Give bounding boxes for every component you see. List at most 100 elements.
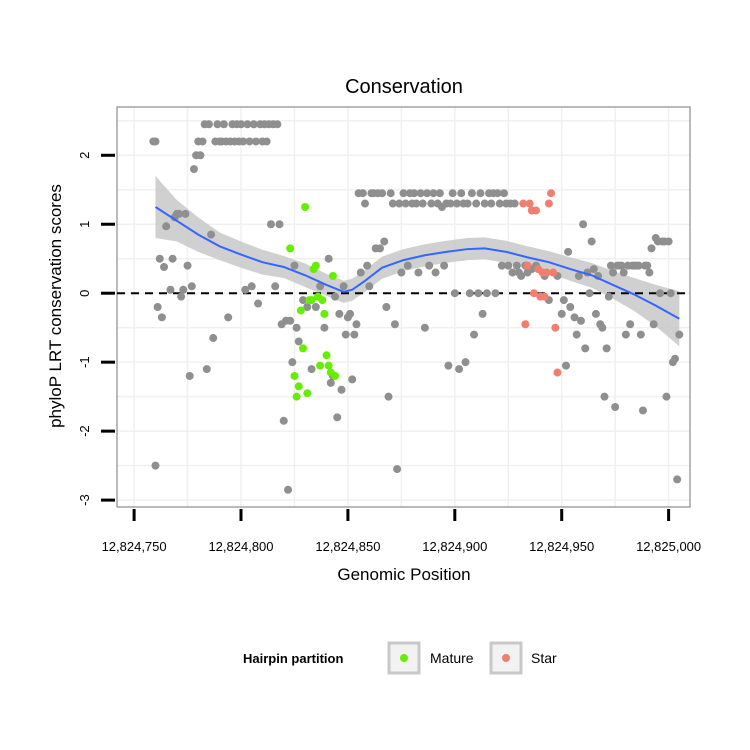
point-other xyxy=(168,254,177,263)
point-other xyxy=(393,465,402,474)
point-other xyxy=(292,323,301,332)
point-other xyxy=(204,120,213,129)
point-other xyxy=(617,261,626,270)
point-other xyxy=(491,289,500,298)
point-other xyxy=(375,244,384,253)
point-star xyxy=(544,199,553,208)
point-other xyxy=(157,313,166,322)
point-other xyxy=(609,268,618,277)
point-other xyxy=(480,199,489,208)
point-other xyxy=(457,189,466,198)
point-mature xyxy=(318,296,327,305)
point-other xyxy=(286,316,295,325)
legend: Hairpin partition Mature Star xyxy=(243,641,557,675)
y-tick-label: 2 xyxy=(77,152,92,159)
point-other xyxy=(239,137,248,146)
point-other xyxy=(673,475,682,484)
point-other xyxy=(431,268,440,277)
point-other xyxy=(290,261,299,270)
point-other xyxy=(266,220,275,229)
point-other xyxy=(271,282,280,291)
legend-label-star: Star xyxy=(531,650,557,666)
point-other xyxy=(335,309,344,318)
point-other xyxy=(160,263,169,271)
point-other xyxy=(561,361,570,370)
point-other xyxy=(166,285,175,294)
point-other xyxy=(254,299,263,308)
point-other xyxy=(337,385,346,394)
point-other xyxy=(401,199,410,208)
point-mature xyxy=(292,392,301,401)
point-mature xyxy=(324,361,333,370)
point-other xyxy=(397,268,406,277)
point-mature xyxy=(311,261,320,270)
point-other xyxy=(461,358,470,367)
y-tick-label: 0 xyxy=(77,290,92,297)
chart-title: Conservation xyxy=(345,76,463,98)
point-other xyxy=(666,289,675,298)
point-other xyxy=(181,209,190,218)
point-other xyxy=(570,313,579,322)
point-mature xyxy=(286,244,295,253)
point-other xyxy=(664,237,673,246)
point-other xyxy=(288,358,297,367)
point-other xyxy=(675,330,684,339)
point-other xyxy=(587,237,596,246)
point-star xyxy=(549,268,558,277)
point-other xyxy=(316,282,325,291)
point-other xyxy=(198,137,207,146)
point-other xyxy=(247,282,256,291)
point-other xyxy=(463,199,472,208)
point-other xyxy=(151,137,160,146)
point-other xyxy=(493,189,502,198)
point-other xyxy=(450,289,459,298)
point-other xyxy=(241,285,250,294)
point-other xyxy=(326,378,335,387)
point-other xyxy=(399,189,408,198)
point-other xyxy=(245,137,254,146)
point-other xyxy=(671,354,680,363)
point-other xyxy=(600,392,609,401)
point-other xyxy=(196,151,205,160)
point-other xyxy=(384,392,393,401)
point-other xyxy=(591,309,600,318)
point-other xyxy=(382,303,391,311)
x-tick-label: 12,824,950 xyxy=(529,539,594,554)
x-tick-label: 12,824,850 xyxy=(315,539,380,554)
points-other xyxy=(149,120,684,494)
point-other xyxy=(348,375,357,384)
point-other xyxy=(386,189,395,198)
point-star xyxy=(547,189,556,198)
point-other xyxy=(634,261,643,270)
point-other xyxy=(185,371,194,380)
point-other xyxy=(202,365,211,374)
point-star xyxy=(529,289,538,298)
point-other xyxy=(662,392,671,401)
point-other xyxy=(320,323,329,332)
point-mature xyxy=(328,271,337,280)
point-other xyxy=(606,261,615,270)
point-mature xyxy=(301,203,310,211)
point-mature xyxy=(294,382,303,391)
confidence-band xyxy=(155,175,680,347)
point-other xyxy=(243,120,252,129)
point-other xyxy=(363,261,372,270)
point-other xyxy=(598,323,607,332)
point-other xyxy=(476,189,485,198)
x-axis-label: Genomic Position xyxy=(337,565,470,584)
point-other xyxy=(638,406,647,415)
point-other xyxy=(324,254,333,263)
y-tick-label: -1 xyxy=(77,356,92,368)
point-other xyxy=(179,285,188,294)
point-other xyxy=(418,199,427,208)
point-other xyxy=(275,220,284,229)
grid xyxy=(117,107,690,507)
point-other xyxy=(390,320,399,329)
point-other xyxy=(427,199,436,208)
point-other xyxy=(311,303,320,311)
point-other xyxy=(474,289,483,298)
point-other xyxy=(352,320,361,329)
point-other xyxy=(237,120,246,129)
point-other xyxy=(224,313,233,322)
point-other xyxy=(512,261,521,270)
